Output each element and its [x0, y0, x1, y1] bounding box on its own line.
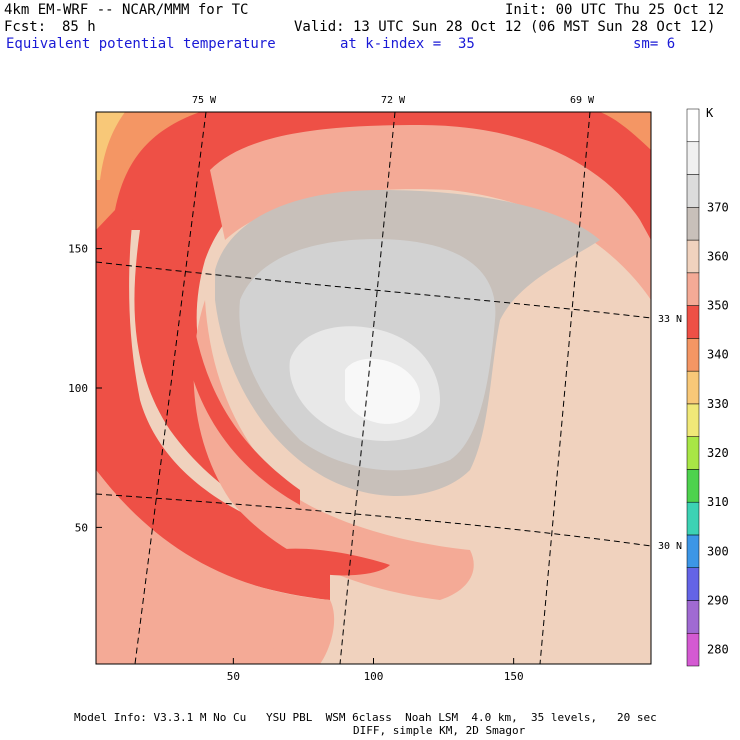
colorbar-swatch [686, 207, 700, 241]
colorbar-swatch [686, 174, 700, 208]
init-time: Init: 00 UTC Thu 25 Oct 12 [505, 2, 725, 18]
colorbar-label: 340 [707, 348, 729, 362]
field-name: Equivalent potential temperature [6, 36, 276, 52]
colorbar-swatch [686, 239, 700, 274]
model-title: 4km EM-WRF -- NCAR/MMM for TC [4, 2, 249, 18]
colorbar-swatch [686, 501, 700, 536]
graticule [96, 112, 651, 664]
colorbar-swatch [686, 436, 700, 470]
colorbar: 280 290 300 310 320 330 340 350 360 370 [686, 108, 729, 667]
forecast-hour: 85 h [62, 19, 96, 35]
colorbar-swatch [686, 141, 700, 175]
model-info: Model Info: V3.3.1 M No Cu YSU PBL WSM 6… [74, 711, 657, 724]
parallel-30n [96, 493, 651, 547]
parallel-33n [96, 261, 651, 319]
colorbar-swatch [686, 370, 700, 405]
level-info: at k-index = 35 [340, 36, 475, 52]
colorbar-swatch [686, 600, 700, 634]
axis-ticks [96, 248, 515, 664]
colorbar-swatch [686, 338, 700, 372]
x-tick-label: 100 [364, 670, 384, 683]
field-streak-340-a [180, 300, 300, 505]
lon-label-69w: 69 W [570, 95, 595, 106]
axis-tick-labels: 50 100 150 50 100 150 [68, 243, 523, 683]
colorbar-swatch [686, 632, 700, 667]
lon-label-75w: 75 W [192, 95, 217, 106]
x-tick-label: 150 [504, 670, 524, 683]
field-band-370 [345, 358, 420, 424]
colorbar-label: 370 [707, 200, 729, 214]
model-info-2: DIFF, simple KM, 2D Smagor [353, 724, 526, 737]
lat-label-30n: 30 N [658, 541, 682, 552]
y-tick-label: 100 [68, 382, 88, 395]
meridian-69w [539, 112, 591, 664]
field-band-330 [96, 112, 200, 230]
theta-e-field [96, 112, 651, 664]
valid-time: Valid: 13 UTC Sun 28 Oct 12 (06 MST Sun … [294, 19, 716, 35]
lon-label-72w: 72 W [381, 95, 406, 106]
y-tick-label: 50 [75, 521, 88, 534]
field-band-345-inner [193, 300, 474, 600]
colorbar-swatch [686, 272, 700, 306]
colorbar-label: 280 [707, 643, 729, 657]
field-band-345-southwest [130, 600, 290, 664]
forecast-label: Fcst: [4, 19, 47, 35]
smoothing-info: sm= 6 [633, 36, 676, 52]
colorbar-swatch [686, 403, 700, 437]
x-tick-label: 50 [227, 670, 240, 683]
meridian-75w [134, 112, 207, 664]
colorbar-label: 300 [707, 544, 729, 558]
field-band-320 [96, 112, 125, 180]
field-band-340-west [96, 120, 330, 600]
field-band-345-north [210, 125, 651, 300]
colorbar-swatch [686, 305, 700, 339]
colorbar-swatch [686, 108, 700, 143]
lat-label-33n: 33 N [658, 314, 682, 325]
field-streak-340-b [275, 548, 390, 576]
meridian-72w [339, 112, 396, 664]
colorbar-swatch [686, 567, 700, 601]
colorbar-label: 310 [707, 495, 729, 509]
colorbar-label: 360 [707, 249, 729, 263]
colorbar-swatch [686, 534, 700, 568]
colorbar-label: 320 [707, 446, 729, 460]
colorbar-label: 330 [707, 397, 729, 411]
colorbar-swatch [686, 469, 700, 503]
y-tick-label: 150 [68, 243, 88, 256]
field-band-330-ne [600, 112, 651, 150]
colorbar-label: 290 [707, 593, 729, 607]
colorbar-label: 350 [707, 299, 729, 313]
colorbar-unit: K [706, 106, 714, 120]
